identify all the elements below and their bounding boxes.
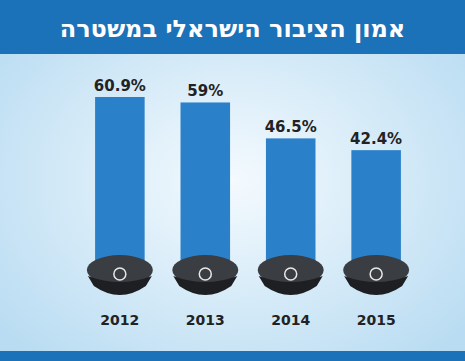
- cap-visor: [88, 276, 152, 295]
- x-tick: 2015: [357, 312, 396, 328]
- x-tick: 2013: [186, 312, 225, 328]
- data-label: 46.5%: [265, 118, 317, 136]
- bar: [266, 138, 316, 272]
- x-tick-label: 2012: [100, 312, 139, 328]
- caps: [87, 255, 409, 295]
- title: אמון הציבור הישראלי במשטרה: [60, 15, 406, 43]
- cap-emblem: [285, 268, 297, 280]
- x-tick: 2012: [100, 312, 139, 328]
- data-labels: 60.9% 59% 46.5% 42.4%: [94, 77, 402, 148]
- x-tick-label: 2015: [357, 312, 396, 328]
- bar: [181, 102, 231, 272]
- x-axis: 2012 2013 2014 2015: [79, 312, 419, 328]
- bottom-band: [0, 351, 465, 361]
- cap: [172, 255, 238, 295]
- background: [0, 0, 465, 361]
- x-tick-label: 2014: [271, 312, 310, 328]
- x-tick: 2014: [271, 312, 310, 328]
- title-band: [0, 0, 465, 54]
- bar: [95, 97, 145, 272]
- cap-emblem: [114, 268, 126, 280]
- bar: [351, 150, 401, 272]
- cap: [258, 255, 324, 295]
- chart: אמון הציבור הישראלי במשטרה 60.9% 59% 46.5% 4…: [0, 0, 465, 361]
- data-label: 60.9%: [94, 77, 146, 95]
- cap: [87, 255, 153, 295]
- cap-visor: [173, 276, 237, 295]
- cap-visor: [344, 276, 408, 295]
- cap: [343, 255, 409, 295]
- cap-emblem: [370, 268, 382, 280]
- cap-visor: [259, 276, 323, 295]
- data-label: 59%: [187, 82, 223, 100]
- data-label: 42.4%: [350, 130, 402, 148]
- bars: [95, 97, 401, 272]
- x-tick-label: 2013: [186, 312, 225, 328]
- cap-emblem: [199, 268, 211, 280]
